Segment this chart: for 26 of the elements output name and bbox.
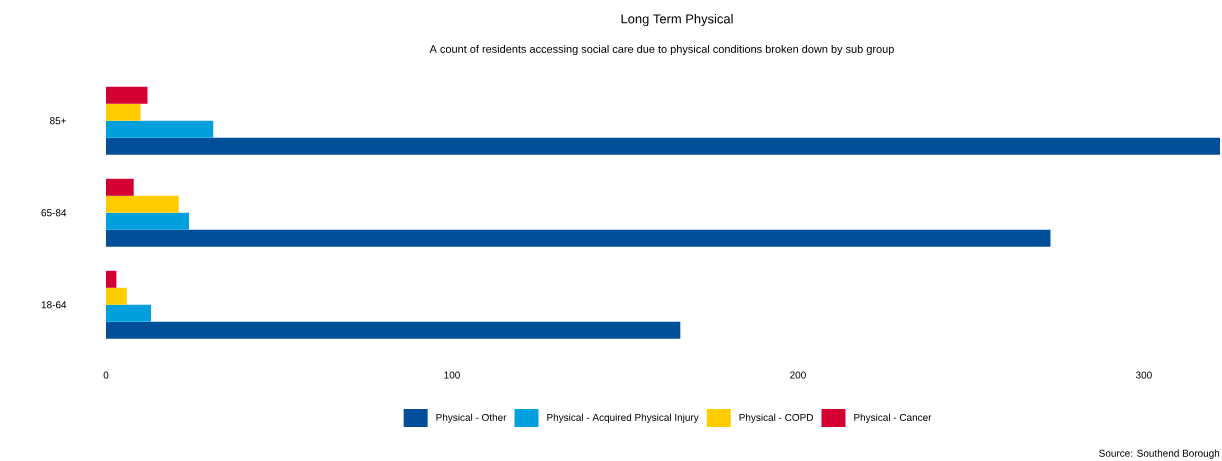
bar <box>106 270 117 288</box>
legend-label: Physical - Cancer <box>854 413 932 423</box>
bar <box>106 86 148 104</box>
bar <box>106 304 151 322</box>
bar <box>106 229 1051 247</box>
source-note: Source: Southend Borough <box>1099 449 1220 459</box>
bar <box>106 287 127 305</box>
legend-label: Physical - Other <box>436 413 507 423</box>
bar <box>106 178 134 196</box>
bar <box>106 137 1221 155</box>
x-tick-label: 300 <box>1135 371 1152 379</box>
bar <box>106 212 190 230</box>
y-tick-label: 85+ <box>50 117 66 125</box>
x-tick-label: 200 <box>790 371 806 379</box>
y-tick-label: 18-64 <box>41 301 67 309</box>
bar <box>106 103 141 121</box>
chart-title: Long Term Physical <box>621 13 733 27</box>
bar <box>106 120 214 138</box>
y-tick-label: 65-84 <box>41 209 67 217</box>
legend-label: Physical - Acquired Physical Injury <box>547 413 699 423</box>
x-tick-label: 0 <box>103 371 109 379</box>
bar <box>106 195 179 213</box>
x-tick-label: 100 <box>444 371 460 379</box>
legend-label: Physical - COPD <box>739 413 813 423</box>
chart-subtitle: A count of residents accessing social care due to physical conditions broken down by sub group <box>429 44 894 56</box>
bar <box>106 321 681 339</box>
